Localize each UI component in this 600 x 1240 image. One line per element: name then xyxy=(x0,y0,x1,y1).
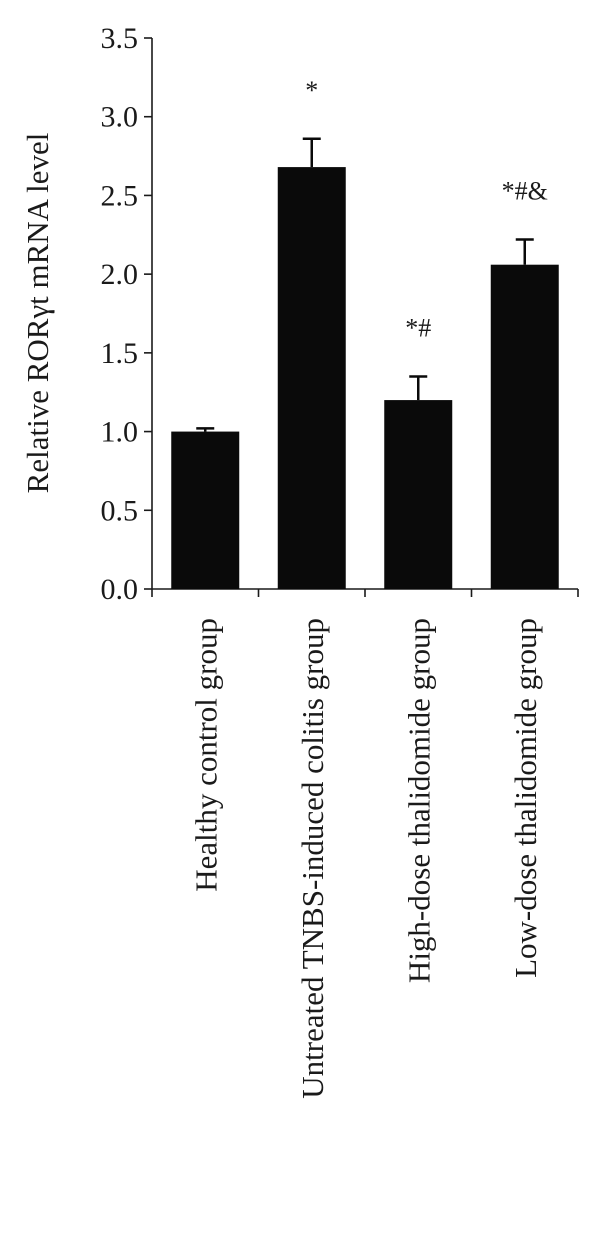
bar-1 xyxy=(277,167,346,589)
bars xyxy=(171,167,559,589)
x-ticks xyxy=(151,589,579,597)
y-axis: 0.0 0.5 1.0 1.5 2.0 2.5 3.0 3.5 xyxy=(101,22,153,606)
y-ticks: 0.0 0.5 1.0 1.5 2.0 2.5 3.0 3.5 xyxy=(101,22,152,606)
significance-label-3: *#& xyxy=(502,177,548,206)
category-label-2: High-dose thalidomide group xyxy=(401,618,436,983)
bar-0 xyxy=(171,431,240,589)
category-label-0: Healthy control group xyxy=(188,618,223,892)
y-tick-label-3: 1.5 xyxy=(101,337,139,370)
y-tick-label-1: 0.5 xyxy=(101,494,139,527)
y-tick-label-6: 3.0 xyxy=(101,101,139,134)
y-tick-label-0: 0.0 xyxy=(101,573,139,606)
y-tick-label-2: 1.0 xyxy=(101,416,139,449)
error-bars xyxy=(196,137,534,432)
y-tick-label-5: 2.5 xyxy=(101,179,139,212)
bar-3 xyxy=(490,264,559,589)
significance-label-2: *# xyxy=(405,313,431,342)
category-labels: Healthy control group Untreated TNBS-indu… xyxy=(188,618,543,1099)
y-axis-label: Relative RORγt mRNA level xyxy=(20,133,55,494)
y-tick-label-7: 3.5 xyxy=(101,22,139,55)
bar-2 xyxy=(384,400,453,589)
y-tick-label-4: 2.0 xyxy=(101,258,139,291)
category-label-3: Low-dose thalidomide group xyxy=(508,618,543,978)
category-label-1: Untreated TNBS-induced colitis group xyxy=(295,618,330,1099)
significance-annotations: * *# *#& xyxy=(305,76,548,343)
x-axis xyxy=(151,588,579,597)
significance-label-1: * xyxy=(305,76,318,105)
